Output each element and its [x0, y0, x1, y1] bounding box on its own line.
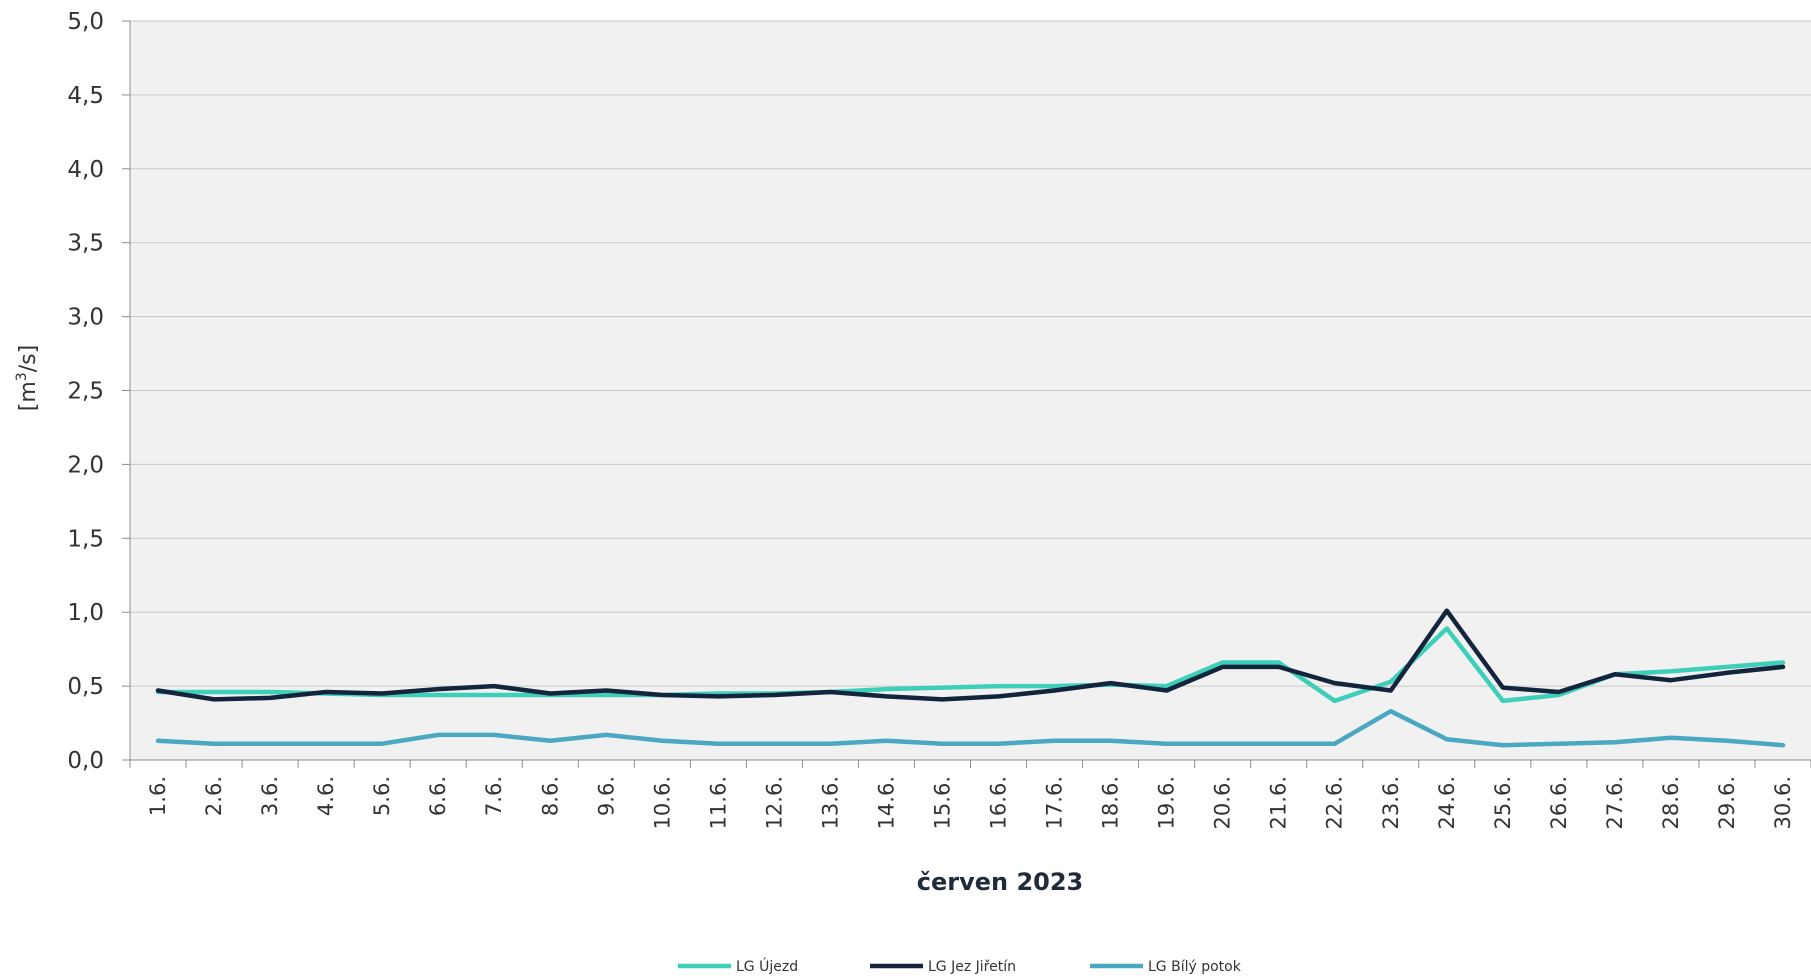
y-tick-label: 2,0 [67, 452, 104, 478]
x-tick-label: 28.6. [1659, 776, 1683, 829]
x-tick-label: 4.6. [314, 776, 338, 816]
x-tick-label: 16.6. [987, 776, 1011, 829]
legend: LG Újezd LG Jez Jiřetín LG Bílý potok [678, 957, 1242, 975]
x-tick-label: 21.6. [1267, 776, 1291, 829]
x-tick-label: 15.6. [930, 776, 954, 829]
y-tick-label: 1,0 [67, 600, 104, 626]
x-axis-title: červen 2023 [917, 868, 1084, 896]
x-tick-label: 17.6. [1043, 776, 1067, 829]
x-tick-label: 13.6. [818, 776, 842, 829]
legend-label: LG Újezd [736, 957, 798, 975]
y-tick-label: 0,0 [67, 748, 104, 774]
x-tick-label: 23.6. [1379, 776, 1403, 829]
y-axis-title: [m3/s] [14, 345, 41, 411]
x-tick-label: 3.6. [258, 776, 282, 816]
series-line-3 [155, 708, 1786, 748]
y-axis-title-part-2: /s] [16, 345, 41, 372]
y-tick-label: 2,5 [67, 379, 104, 405]
y-axis-title-superscript: 3 [14, 372, 30, 381]
x-tick-label: 1.6. [146, 776, 170, 816]
x-tick-label: 24.6. [1435, 776, 1459, 829]
y-tick-label: 3,5 [67, 231, 104, 257]
y-tick-label: 1,5 [67, 526, 104, 552]
x-tick-label: 10.6. [650, 776, 674, 829]
x-tick-label: 14.6. [874, 776, 898, 829]
x-tick-label: 5.6. [370, 776, 394, 816]
x-tick-label: 7.6. [482, 776, 506, 816]
x-tick-label: 2.6. [202, 776, 226, 816]
y-axis-tick-labels: 0,0 0,5 1,0 1,5 2,0 2,5 3,0 3,5 4,0 4,5 5,0 [67, 9, 104, 774]
x-tick-label: 8.6. [538, 776, 562, 816]
x-tick-label: 20.6. [1211, 776, 1235, 829]
x-tick-label: 27.6. [1603, 776, 1627, 829]
y-tick-label: 5,0 [67, 9, 104, 35]
x-tick-label: 11.6. [706, 776, 730, 829]
series-line-2 [155, 608, 1786, 702]
legend-label: LG Bílý potok [1148, 959, 1242, 975]
x-tick-label: 22.6. [1323, 776, 1347, 829]
y-tick-label: 4,0 [67, 157, 104, 183]
x-tick-label: 9.6. [594, 776, 618, 816]
series-lines [155, 608, 1786, 748]
y-axis-title-part-1: [m [16, 381, 41, 411]
legend-label: LG Jez Jiřetín [928, 959, 1016, 975]
x-tick-label: 6.6. [426, 776, 450, 816]
x-tick-label: 30.6. [1771, 776, 1795, 829]
series-line-1 [155, 626, 1786, 704]
x-tick-label: 25.6. [1491, 776, 1515, 829]
y-tick-label: 4,5 [67, 83, 104, 109]
x-axis-tick-labels: 1.6. 2.6. 3.6. 4.6. 5.6. 6.6. 7.6. 8.6. 9.6. 10.6… [129, 760, 1811, 829]
x-tick-label: 18.6. [1099, 776, 1123, 829]
x-tick-label: 12.6. [762, 776, 786, 829]
x-tick-label: 19.6. [1155, 776, 1179, 829]
x-tick-label: 26.6. [1547, 776, 1571, 829]
y-tick-label: 3,0 [67, 305, 104, 331]
x-tick-label: 29.6. [1715, 776, 1739, 829]
y-tick-label: 0,5 [67, 674, 104, 700]
